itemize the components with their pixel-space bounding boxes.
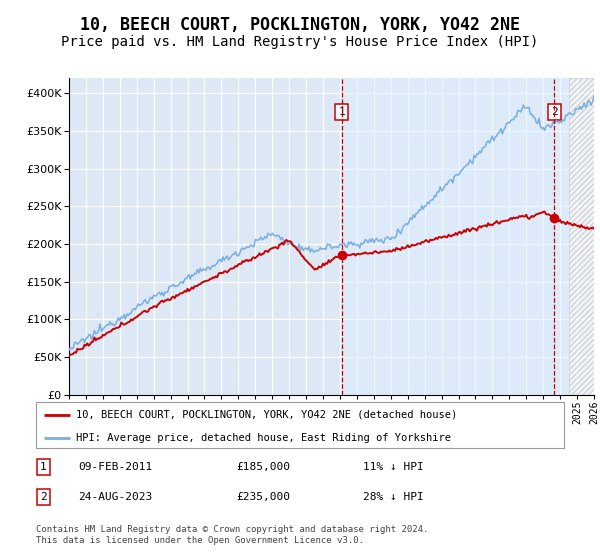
Text: £185,000: £185,000	[236, 462, 290, 472]
Text: 1: 1	[338, 106, 345, 116]
Text: 1: 1	[40, 462, 47, 472]
Text: Contains HM Land Registry data © Crown copyright and database right 2024.
This d: Contains HM Land Registry data © Crown c…	[36, 525, 428, 545]
Text: 28% ↓ HPI: 28% ↓ HPI	[364, 492, 424, 502]
Text: HPI: Average price, detached house, East Riding of Yorkshire: HPI: Average price, detached house, East…	[76, 433, 451, 443]
Bar	[569, 78, 594, 395]
Text: 10, BEECH COURT, POCKLINGTON, YORK, YO42 2NE: 10, BEECH COURT, POCKLINGTON, YORK, YO42…	[80, 16, 520, 34]
Text: 10, BEECH COURT, POCKLINGTON, YORK, YO42 2NE (detached house): 10, BEECH COURT, POCKLINGTON, YORK, YO42…	[76, 410, 457, 420]
Bar	[341, 78, 569, 395]
Text: £235,000: £235,000	[236, 492, 290, 502]
Text: 11% ↓ HPI: 11% ↓ HPI	[364, 462, 424, 472]
Text: 24-AUG-2023: 24-AUG-2023	[78, 492, 152, 502]
Text: 09-FEB-2011: 09-FEB-2011	[78, 462, 152, 472]
Text: 2: 2	[551, 106, 557, 116]
Text: Price paid vs. HM Land Registry's House Price Index (HPI): Price paid vs. HM Land Registry's House …	[61, 35, 539, 49]
Text: 2: 2	[40, 492, 47, 502]
